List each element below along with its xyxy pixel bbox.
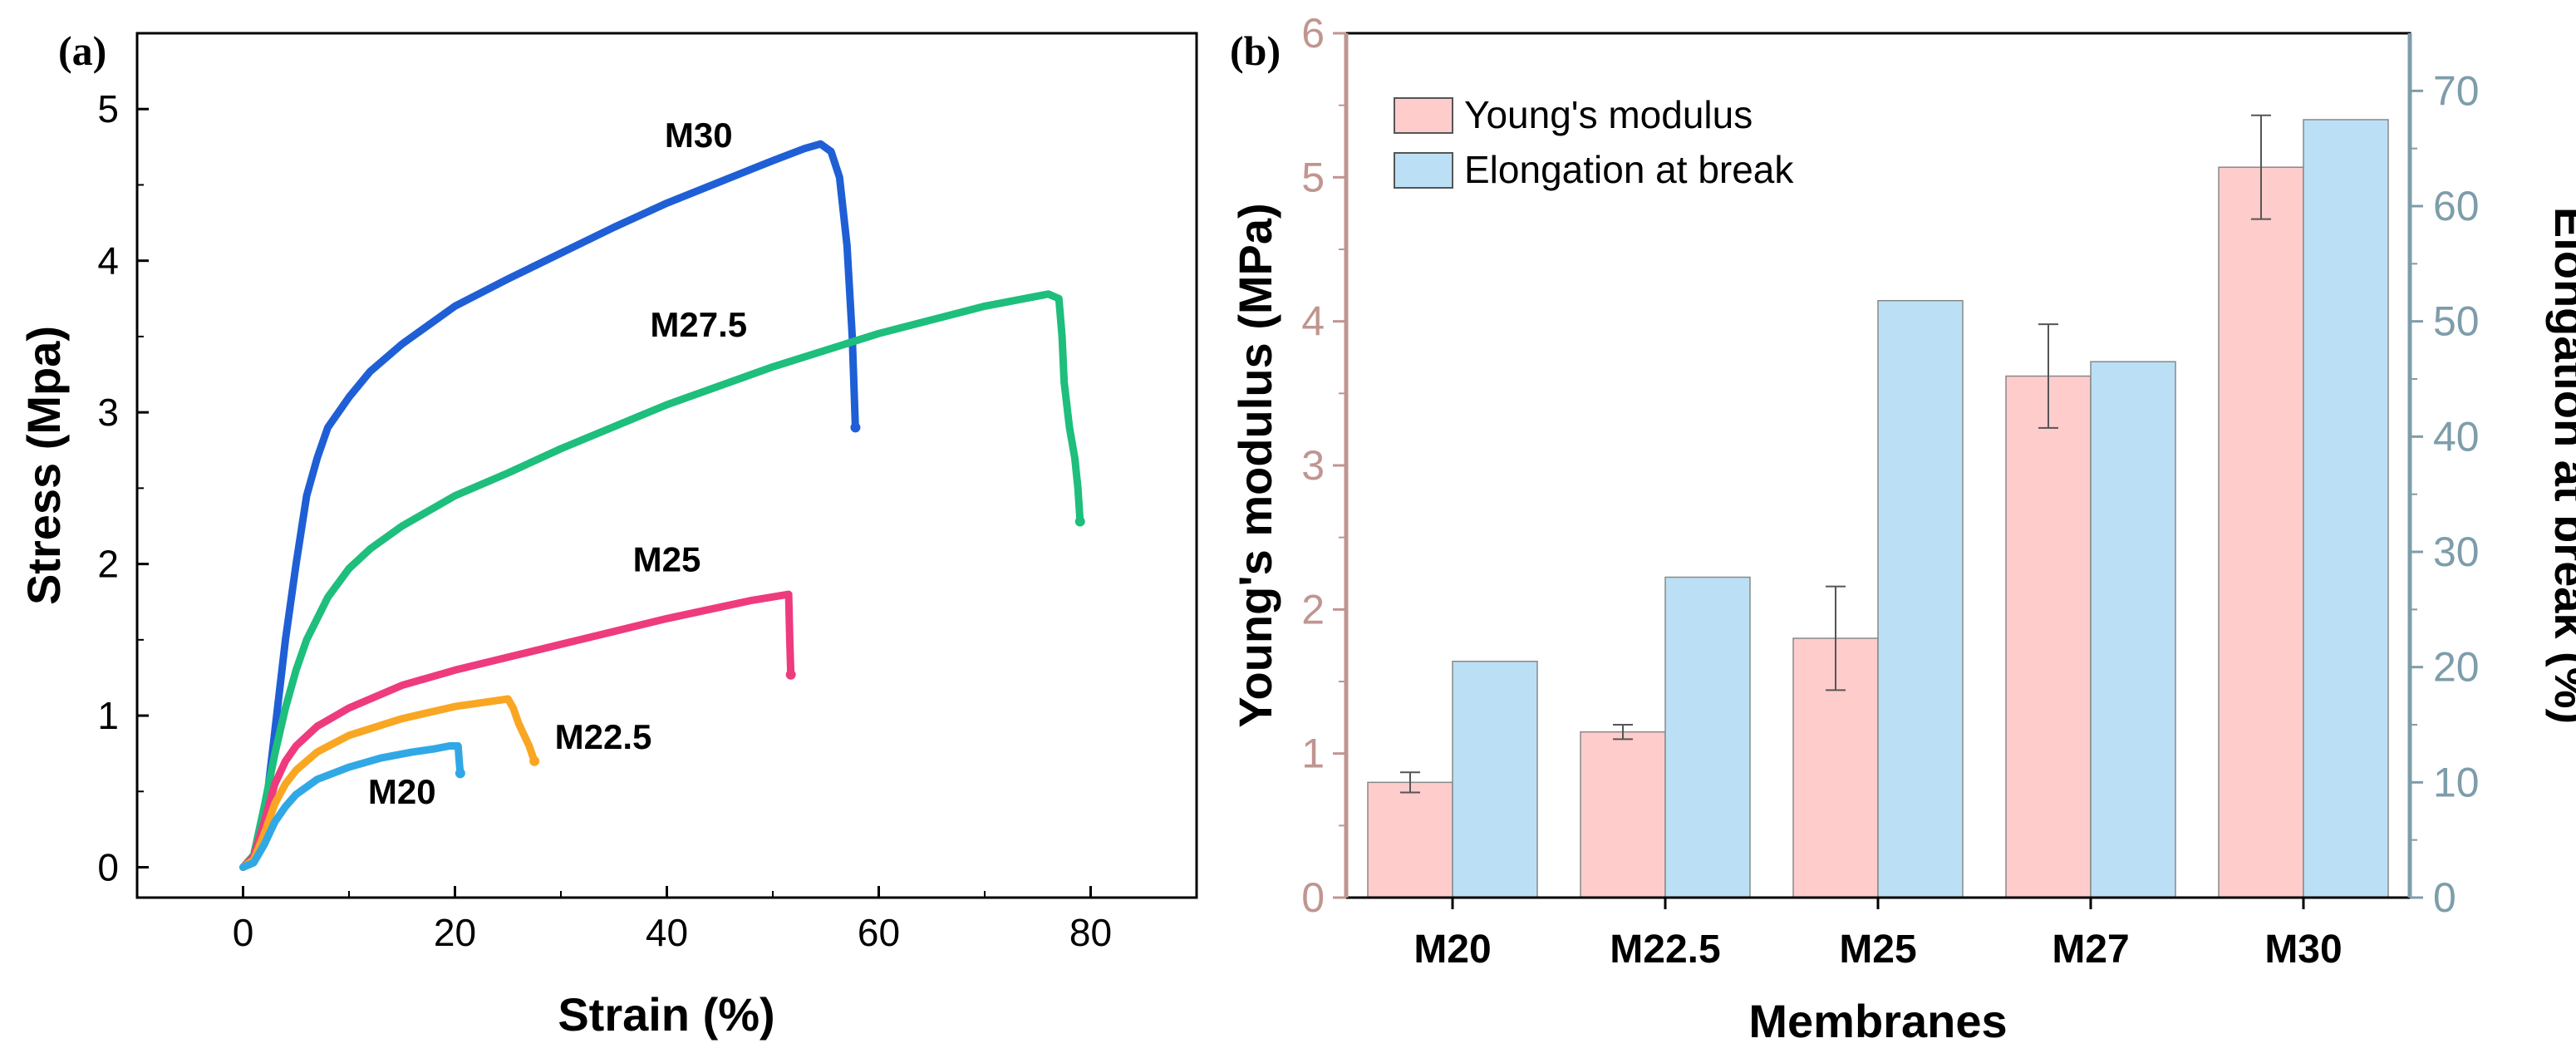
curve-m20 xyxy=(239,742,465,871)
right-y-tick-label: 50 xyxy=(2433,298,2480,345)
curve-m25 xyxy=(239,590,795,871)
right-y-tick-label: 0 xyxy=(2433,874,2456,921)
panel-b-right-y-ticks: 0 10 20 30 40 50 60 70 xyxy=(2410,67,2480,921)
panel-b-left-y-axis-title: Young's modulus (MPa) xyxy=(1229,203,1281,727)
curve-end-marker-m25 xyxy=(785,669,796,680)
panel-b-label: (b) xyxy=(1230,27,1281,74)
curve-end-marker-m27-5 xyxy=(1074,516,1085,527)
left-y-tick-label: 5 xyxy=(1301,154,1325,200)
curve-end-marker-m20 xyxy=(455,768,465,779)
panel-b-category-labels: M20 M22.5 M25 M27 M30 xyxy=(1413,898,2342,972)
panel-a-x-axis-title: Strain (%) xyxy=(558,988,774,1041)
bar-elongation-m30 xyxy=(2303,119,2389,898)
left-y-tick-label: 0 xyxy=(1301,874,1325,921)
panel-b-x-axis-title: Membranes xyxy=(1748,995,2007,1047)
bar-elongation-m20 xyxy=(1452,660,1538,898)
category-label-m20: M20 xyxy=(1413,928,1491,972)
category-label-m25: M25 xyxy=(1839,928,1916,972)
left-y-tick-label: 6 xyxy=(1301,10,1325,57)
curve-m22-5 xyxy=(239,695,538,871)
bar-youngs-modulus-m22-5 xyxy=(1580,731,1666,898)
curve-m27-5 xyxy=(239,290,1084,871)
y-tick-label: 4 xyxy=(97,239,119,283)
curve-label-m27-5: M27.5 xyxy=(650,305,747,344)
x-tick-label: 20 xyxy=(434,911,476,954)
category-label-m22-5: M22.5 xyxy=(1610,928,1720,972)
bar-elongation-m22-5 xyxy=(1664,576,1751,898)
legend-swatch-elongation xyxy=(1394,152,1453,189)
left-y-tick-label: 3 xyxy=(1301,442,1325,489)
left-y-tick-label: 1 xyxy=(1301,731,1325,777)
panel-b-error-bars xyxy=(1400,114,2271,794)
right-y-tick-label: 10 xyxy=(2433,759,2480,805)
bar-youngs-modulus-m30 xyxy=(2218,166,2304,898)
curve-label-m22-5: M22.5 xyxy=(555,717,652,756)
left-y-tick-label: 2 xyxy=(1301,586,1325,632)
curve-label-m30: M30 xyxy=(665,116,733,155)
x-tick-label: 40 xyxy=(646,911,688,954)
curve-label-m25: M25 xyxy=(633,540,701,579)
bar-elongation-m25 xyxy=(1877,299,1964,898)
curve-label-m20: M20 xyxy=(368,772,436,811)
right-y-tick-label: 20 xyxy=(2433,644,2480,691)
category-label-m27: M27 xyxy=(2052,928,2129,972)
category-label-m30: M30 xyxy=(2264,928,2342,972)
bar-youngs-modulus-m27 xyxy=(2005,375,2092,898)
legend-label-youngs-modulus: Young's modulus xyxy=(1464,93,1753,136)
y-tick-label: 5 xyxy=(97,87,119,130)
panel-a-y-ticks: 0 1 2 3 4 5 xyxy=(97,87,149,889)
x-tick-label: 60 xyxy=(858,911,900,954)
panel-a-curves xyxy=(239,140,1085,871)
right-y-tick-label: 40 xyxy=(2433,413,2480,460)
panel-b-left-y-ticks: 0 1 2 3 4 5 6 xyxy=(1301,10,1346,921)
curve-end-marker-m30 xyxy=(850,422,861,433)
right-y-tick-label: 60 xyxy=(2433,183,2480,229)
x-tick-label: 0 xyxy=(233,911,254,954)
panel-a-label: (a) xyxy=(58,27,106,74)
y-tick-label: 2 xyxy=(97,543,119,586)
curve-end-marker-m22-5 xyxy=(529,755,540,766)
bar-youngs-modulus-m20 xyxy=(1367,781,1453,898)
panel-b-right-y-axis-title: Elongation at break (%) xyxy=(2545,207,2576,724)
panel-b-legend: Young's modulus Elongation at break xyxy=(1394,93,1794,191)
x-tick-label: 80 xyxy=(1069,911,1112,954)
right-y-tick-label: 70 xyxy=(2433,67,2480,114)
y-tick-label: 0 xyxy=(97,846,119,889)
panel-a-curve-labels: M30 M27.5 M25 M22.5 M20 xyxy=(368,116,747,811)
legend-swatch-youngs-modulus xyxy=(1394,97,1453,134)
legend-label-elongation: Elongation at break xyxy=(1464,148,1794,191)
right-y-tick-label: 30 xyxy=(2433,529,2480,575)
bar-elongation-m27 xyxy=(2090,361,2176,898)
panel-b-bars xyxy=(1367,119,2389,898)
curve-m30 xyxy=(239,140,859,871)
left-y-tick-label: 4 xyxy=(1301,298,1325,345)
panel-a-y-axis-title: Stress (Mpa) xyxy=(17,326,70,605)
y-tick-label: 3 xyxy=(97,391,119,434)
panel-a-line-chart: (a) 0 1 2 3 4 5 0 20 40 60 80 M30 M27.5 M25 M22.5 M20… xyxy=(17,27,1198,1041)
y-tick-label: 1 xyxy=(97,694,119,737)
panel-a-x-ticks: 0 20 40 60 80 xyxy=(136,886,1197,954)
